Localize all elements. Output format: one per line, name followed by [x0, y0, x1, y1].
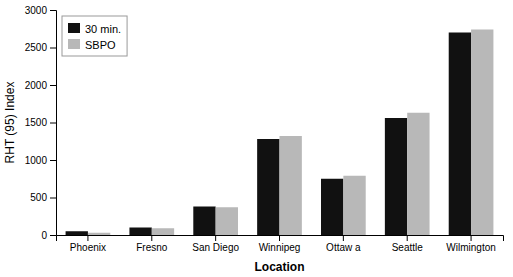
x-tick-label: Ottaw a: [326, 242, 361, 253]
y-axis-title: RHT (95) Index: [3, 82, 17, 164]
y-axis-line: [50, 11, 57, 236]
x-tick-label: Seattle: [392, 242, 424, 253]
y-tick: 0: [41, 230, 56, 241]
y-tick: 1000: [25, 155, 56, 166]
x-tick-mark: [471, 235, 472, 241]
x-tick: Ottaw a: [326, 235, 361, 253]
plot: Phoenix Fresno San Diego Winnipeg Ottaw a Sea…: [25, 5, 504, 253]
x-tick-mark: [151, 235, 152, 241]
y-tick-label: 3000: [25, 5, 48, 16]
x-tick-mark: [87, 235, 88, 241]
legend-item: 30 min.: [68, 23, 121, 35]
y-tick-label: 1500: [25, 117, 48, 128]
y-tick-label: 1000: [25, 155, 48, 166]
y-tick: 2500: [25, 42, 56, 53]
y-tick-mark: [50, 235, 56, 236]
x-axis-line: [57, 236, 504, 242]
y-tick: 1500: [25, 117, 56, 128]
x-tick-mark: [279, 235, 280, 241]
x-tick-label: Wilmington: [446, 242, 495, 253]
x-tick: Fresno: [136, 235, 168, 253]
bar: [193, 207, 215, 236]
bar: [449, 33, 471, 236]
legend: 30 min. SBPO: [62, 16, 127, 56]
series: [88, 30, 493, 236]
x-tick-mark: [407, 235, 408, 241]
legend-label: SBPO: [85, 39, 116, 51]
x-tick-mark: [215, 235, 216, 241]
bar: [216, 207, 238, 235]
y-tick-label: 0: [41, 230, 47, 241]
bar: [343, 176, 365, 235]
bar: [385, 118, 407, 235]
x-tick: Seattle: [392, 235, 424, 253]
series: [66, 33, 471, 236]
y-tick-mark: [50, 160, 56, 161]
bar: [321, 179, 343, 235]
y-tick: 500: [30, 192, 56, 203]
y-tick-label: 2500: [25, 42, 48, 53]
x-tick-mark: [343, 235, 344, 241]
x-tick: Winnipeg: [259, 235, 301, 253]
y-tick: 3000: [25, 5, 56, 16]
x-tick-label: Fresno: [136, 242, 168, 253]
x-tick: Phoenix: [70, 235, 106, 253]
legend-item: SBPO: [68, 39, 116, 51]
y-tick-mark: [50, 48, 56, 49]
bar: [407, 113, 429, 235]
bar: [66, 231, 88, 235]
x-tick: San Diego: [192, 235, 239, 253]
x-tick-label: Winnipeg: [259, 242, 301, 253]
y-tick-label: 2000: [25, 80, 48, 91]
bars: [66, 30, 494, 236]
legend-swatch: [68, 23, 80, 33]
bar: [152, 228, 174, 235]
bar: [129, 228, 151, 236]
legend-box: [62, 16, 127, 56]
legend-swatch: [68, 39, 80, 49]
y-tick-mark: [50, 123, 56, 124]
y-tick: 2000: [25, 80, 56, 91]
y-tick-mark: [50, 85, 56, 86]
y-tick-mark: [50, 10, 56, 11]
bar: [88, 233, 110, 235]
chart: Phoenix Fresno San Diego Winnipeg Ottaw a Sea…: [0, 0, 513, 277]
x-tick: Wilmington: [446, 235, 495, 253]
y-tick-mark: [50, 198, 56, 199]
bar: [280, 136, 302, 235]
bar: [471, 30, 493, 236]
x-axis-title: Location: [255, 260, 305, 274]
legend-label: 30 min.: [85, 23, 121, 35]
y-tick-label: 500: [30, 192, 47, 203]
x-tick-label: San Diego: [192, 242, 239, 253]
x-tick-label: Phoenix: [70, 242, 106, 253]
y-axis: 0 500 1000 1500 2000 2500 3000: [25, 5, 57, 241]
bar: [257, 139, 279, 235]
x-axis: Phoenix Fresno San Diego Winnipeg Ottaw a Sea…: [57, 235, 504, 253]
